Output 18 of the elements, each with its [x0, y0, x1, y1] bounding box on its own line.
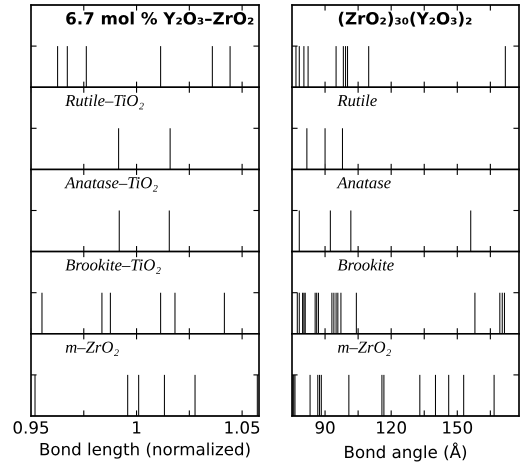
- chart-title: (ZrO₂)₃₀(Y₂O₃)₂: [338, 12, 472, 27]
- chart-title: m–ZrO₂: [338, 342, 391, 356]
- x-tick-label: 150: [443, 421, 472, 434]
- x-tick-label: 0.95: [14, 421, 48, 434]
- chart-title: Anatase: [336, 177, 391, 188]
- chart-title: Brookite: [338, 258, 394, 271]
- chart-title: Rutile: [337, 94, 377, 106]
- chart-title: 6.7 mol % Y₂O₃–ZrO₂: [66, 12, 254, 25]
- x-tick-label: 1.05: [225, 421, 260, 434]
- chart-title: Rutile–TiO₂: [65, 94, 144, 110]
- x-axis-title: Bond length (normalized): [40, 442, 250, 459]
- x-tick-label: 120: [377, 421, 406, 434]
- x-tick-label: 1: [133, 421, 140, 434]
- x-tick-label: 90: [316, 421, 335, 434]
- chart-title: Anatase–TiO₂: [64, 177, 158, 192]
- chart-title: m–ZrO₂: [66, 342, 119, 356]
- x-axis-title: Bond angle (Å): [345, 442, 466, 462]
- chart-title: Brookite–TiO₂: [65, 258, 161, 274]
